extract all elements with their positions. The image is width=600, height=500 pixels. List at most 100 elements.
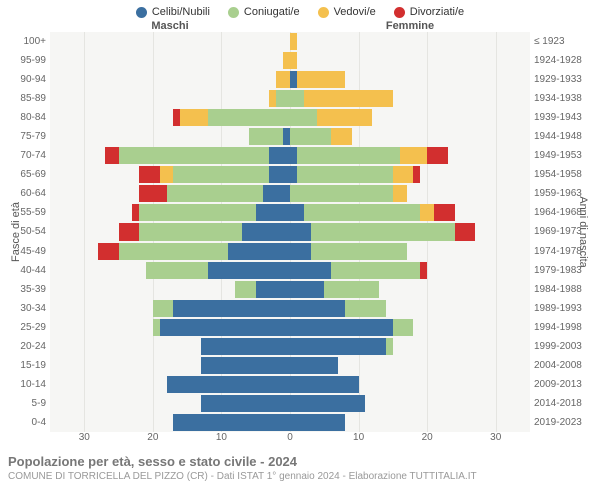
bar-row (50, 222, 530, 241)
bar-segment (167, 376, 290, 393)
bar-segment (386, 338, 393, 355)
bar-row (50, 165, 530, 184)
bar-segment (173, 300, 290, 317)
header-male: Maschi (50, 20, 290, 32)
legend-label: Vedovi/e (334, 6, 376, 18)
bar-segment (201, 338, 290, 355)
chart-area: Fasce di età Anni di nascita 100+95-9990… (0, 32, 600, 432)
bar-segment (167, 185, 263, 202)
x-tick-label: 20 (147, 432, 158, 443)
male-bar (50, 185, 290, 202)
bar-row (50, 242, 530, 261)
x-tick-label: 10 (353, 432, 364, 443)
x-tick-label: 30 (490, 432, 501, 443)
bar-segment (242, 223, 290, 240)
legend-label: Coniugati/e (244, 6, 300, 18)
birth-year-label: 1954-1958 (534, 165, 600, 184)
chart-subtitle: COMUNE DI TORRICELLA DEL PIZZO (CR) - Da… (8, 471, 592, 482)
bar-segment (290, 166, 297, 183)
bar-segment (263, 185, 290, 202)
bar-segment (290, 300, 345, 317)
bar-segment (256, 204, 290, 221)
chart-container: Celibi/Nubili Coniugati/e Vedovi/e Divorzia… (0, 0, 600, 500)
male-bar (50, 300, 290, 317)
bar-segment (434, 204, 455, 221)
bar-segment (208, 109, 290, 126)
male-bar (50, 319, 290, 336)
bar-segment (119, 243, 229, 260)
age-label: 90-94 (0, 70, 46, 89)
bar-segment (290, 357, 338, 374)
plot (50, 32, 530, 432)
age-label: 0-4 (0, 413, 46, 432)
female-bar (290, 262, 530, 279)
bar-segment (393, 185, 407, 202)
birth-year-label: 1994-1998 (534, 318, 600, 337)
female-bar (290, 243, 530, 260)
legend-item: Vedovi/e (318, 6, 376, 18)
female-bar (290, 338, 530, 355)
bar-segment (331, 262, 420, 279)
age-label: 5-9 (0, 394, 46, 413)
bar-segment (173, 414, 290, 431)
birth-year-label: 1959-1963 (534, 184, 600, 203)
female-bar (290, 281, 530, 298)
bar-segment (420, 204, 434, 221)
bar-segment (290, 71, 297, 88)
birth-year-label: 1949-1953 (534, 146, 600, 165)
bar-segment (208, 262, 290, 279)
female-bar (290, 71, 530, 88)
bar-row (50, 280, 530, 299)
birth-year-label: 1999-2003 (534, 337, 600, 356)
bar-segment (290, 414, 345, 431)
age-label: 40-44 (0, 261, 46, 280)
female-bar (290, 147, 530, 164)
bar-rows (50, 32, 530, 432)
bar-segment (290, 185, 393, 202)
male-bar (50, 243, 290, 260)
bar-segment (153, 300, 174, 317)
female-bar (290, 414, 530, 431)
column-headers: Maschi Femmine (0, 20, 600, 32)
bar-segment (119, 147, 270, 164)
bar-segment (290, 319, 393, 336)
bar-segment (304, 204, 421, 221)
male-bar (50, 223, 290, 240)
female-bar (290, 166, 530, 183)
male-bar (50, 33, 290, 50)
bar-segment (290, 128, 331, 145)
bar-segment (201, 395, 290, 412)
male-bar (50, 414, 290, 431)
bar-segment (297, 147, 400, 164)
bar-segment (455, 223, 476, 240)
legend: Celibi/Nubili Coniugati/e Vedovi/e Divorzia… (0, 0, 600, 20)
female-bar (290, 204, 530, 221)
female-bar (290, 319, 530, 336)
birth-year-label: 2004-2008 (534, 356, 600, 375)
bar-row (50, 51, 530, 70)
age-label: 20-24 (0, 337, 46, 356)
bar-segment (311, 223, 455, 240)
birth-year-label: 1979-1983 (534, 261, 600, 280)
legend-item: Divorziati/e (394, 6, 464, 18)
footer: Popolazione per età, sesso e stato civil… (0, 448, 600, 482)
female-bar (290, 185, 530, 202)
legend-swatch (394, 7, 405, 18)
bar-segment (276, 71, 290, 88)
birth-year-label: 1969-1973 (534, 222, 600, 241)
bar-segment (317, 109, 372, 126)
bar-segment (249, 128, 283, 145)
male-bar (50, 376, 290, 393)
bar-segment (400, 147, 427, 164)
age-label: 60-64 (0, 184, 46, 203)
bar-segment (290, 281, 324, 298)
bar-segment (290, 33, 297, 50)
bar-row (50, 89, 530, 108)
legend-item: Celibi/Nubili (136, 6, 210, 18)
female-bar (290, 90, 530, 107)
male-bar (50, 338, 290, 355)
bar-segment (180, 109, 207, 126)
bar-segment (311, 243, 407, 260)
bar-segment (173, 166, 269, 183)
male-bar (50, 357, 290, 374)
